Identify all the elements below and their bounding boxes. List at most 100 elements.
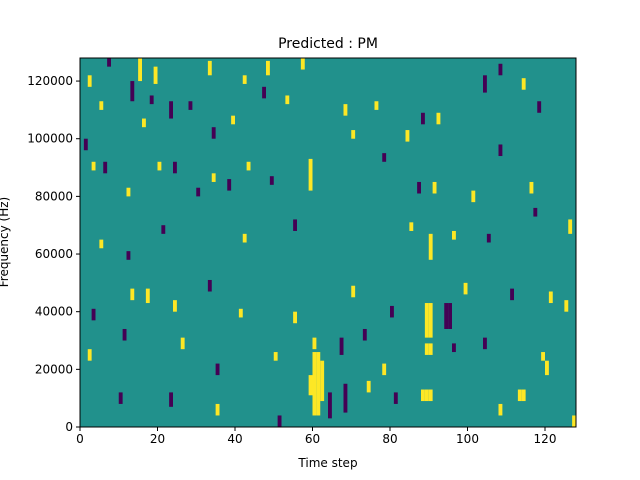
heatmap-cell [99, 101, 104, 110]
heatmap-cell [529, 181, 534, 194]
x-axis: 0 20 40 60 80 100 120 [76, 427, 556, 446]
heatmap-cell [188, 101, 193, 110]
heatmap-cell [498, 63, 503, 76]
heatmap-cell [103, 161, 108, 174]
heatmap-cell [339, 337, 344, 355]
heatmap-cell [231, 115, 235, 125]
heatmap-cells [83, 58, 576, 427]
heatmap-cell [312, 337, 317, 350]
heatmap-cell [145, 288, 150, 304]
heatmap-cell [498, 144, 503, 157]
heatmap-cell [130, 288, 135, 301]
heatmap-cell [266, 60, 270, 76]
heatmap-cell [173, 300, 177, 312]
y-tick-label: 60000 [35, 247, 73, 261]
y-tick-label: 0 [65, 420, 73, 434]
x-tick-label: 0 [76, 432, 84, 446]
heatmap-cell [351, 285, 356, 298]
heatmap-cell [107, 58, 111, 67]
y-axis: 0 20000 40000 60000 80000 100000 120000 [27, 74, 80, 434]
heatmap-cell [308, 375, 313, 396]
heatmap-cell [277, 415, 282, 427]
heatmap-cell [273, 352, 278, 361]
heatmap-cell [169, 101, 173, 119]
heatmap-cell [122, 328, 127, 341]
heatmap-cell [483, 75, 487, 93]
heatmap-cell [242, 233, 247, 243]
heatmap-cell [486, 233, 491, 243]
x-tick-label: 120 [534, 432, 557, 446]
heatmap-cell [568, 219, 573, 234]
heatmap-cell [169, 392, 173, 407]
heatmap-cell [498, 403, 503, 416]
x-tick-label: 60 [305, 432, 320, 446]
heatmap-cell [409, 222, 414, 231]
heatmap-cell [533, 207, 538, 217]
x-axis-label: Time step [297, 456, 357, 470]
x-tick-label: 40 [227, 432, 242, 446]
heatmap-cell [483, 337, 487, 350]
heatmap-cell [405, 130, 410, 142]
heatmap-cell [548, 291, 553, 304]
heatmap-cell [537, 101, 542, 113]
heatmap-cell [138, 58, 142, 82]
heatmap-cell [118, 392, 123, 404]
heatmap-cell [173, 161, 177, 174]
heatmap-cell [448, 303, 452, 329]
heatmap-cell [207, 60, 212, 76]
heatmap-cell [269, 176, 274, 185]
y-tick-label: 40000 [35, 305, 73, 319]
heatmap-cell [343, 383, 348, 413]
heatmap-cell [180, 337, 185, 350]
heatmap-cell [564, 300, 569, 312]
heatmap-cell [374, 101, 379, 110]
heatmap-cell [161, 225, 166, 234]
heatmap-cell [142, 118, 146, 128]
heatmap-cell [328, 392, 332, 419]
plot-frame [79, 57, 577, 428]
heatmap-cell [572, 415, 576, 427]
heatmap-cell [428, 389, 433, 402]
heatmap-cell [471, 190, 476, 203]
heatmap-cell [424, 303, 429, 338]
heatmap-cell [300, 58, 305, 70]
y-axis-label: Frequency (Hz) [0, 197, 11, 288]
heatmap-cell [215, 403, 220, 416]
heatmap-cell [452, 230, 456, 240]
heatmap-cell [285, 95, 290, 105]
heatmap-cell [312, 352, 317, 416]
heatmap-cell [382, 363, 387, 376]
heatmap-cell [126, 187, 131, 197]
plot-background [80, 58, 576, 427]
heatmap-cell [157, 161, 162, 171]
heatmap-cell [432, 181, 437, 194]
y-tick-label: 80000 [35, 189, 73, 203]
heatmap-cell [343, 104, 348, 116]
heatmap-cell [436, 112, 441, 125]
heatmap-cell [444, 303, 449, 329]
heatmap-cell [428, 343, 433, 355]
heatmap-cell [153, 66, 158, 84]
heatmap-cell [366, 380, 371, 393]
heatmap-cell [91, 308, 96, 321]
heatmap-cell [238, 308, 243, 318]
heatmap-cell [428, 303, 433, 338]
heatmap-cell [246, 161, 251, 171]
heatmap-cell [351, 130, 356, 139]
heatmap-cell [99, 239, 104, 249]
y-tick-label: 120000 [27, 74, 73, 88]
heatmap-cell [428, 233, 433, 260]
heatmap-cell [196, 187, 201, 197]
heatmap-cell [421, 112, 425, 125]
heatmap-cell [211, 127, 216, 139]
heatmap-cell [293, 219, 297, 231]
heatmap-cell [421, 389, 425, 402]
heatmap-cell [308, 158, 313, 191]
heatmap-cell [87, 349, 92, 361]
heatmap-cell [126, 251, 131, 260]
heatmap-cell [242, 75, 247, 84]
chart-title: Predicted : PM [278, 36, 378, 52]
heatmap-cell [393, 392, 398, 404]
plot-area [79, 57, 577, 428]
